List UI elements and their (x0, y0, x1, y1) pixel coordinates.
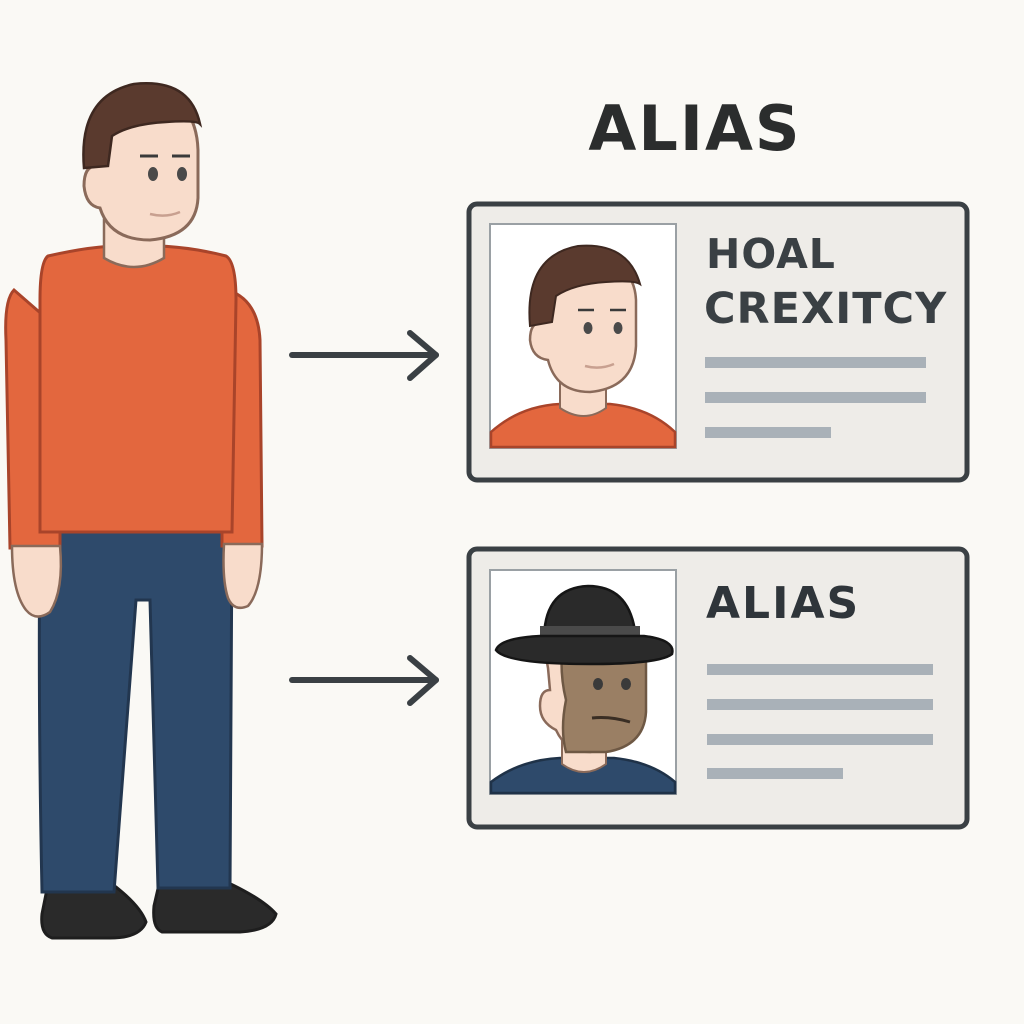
card-2-detail-line (707, 768, 843, 779)
card-2-alias-name: ALIAS (706, 578, 861, 629)
left-shoe (40, 882, 148, 940)
card-1-portrait (489, 244, 677, 449)
card-2-detail-line (707, 664, 933, 675)
card-1-detail-line (705, 427, 831, 438)
card-1-detail-line (705, 357, 926, 368)
jeans (37, 526, 234, 894)
id-card-alias (466, 546, 970, 830)
right-hand (222, 542, 264, 609)
right-shoe (152, 878, 278, 934)
card-1-name-line-2: CREXITCY (704, 284, 948, 334)
alias-heading: ALIAS (588, 92, 802, 165)
card-1-detail-line (705, 392, 926, 403)
left-hand (10, 544, 63, 618)
standing-person-figure (4, 82, 278, 940)
arrow-to-card-2 (289, 655, 439, 706)
card-2-detail-line (707, 734, 933, 745)
hair (82, 82, 203, 170)
card-2-disguised-portrait (489, 584, 677, 795)
arrow-to-card-1 (289, 330, 439, 381)
id-card-real (466, 201, 970, 483)
card-1-name-line-1: HOAL (706, 230, 836, 278)
sweater (38, 244, 238, 534)
card-2-detail-line (707, 699, 933, 710)
